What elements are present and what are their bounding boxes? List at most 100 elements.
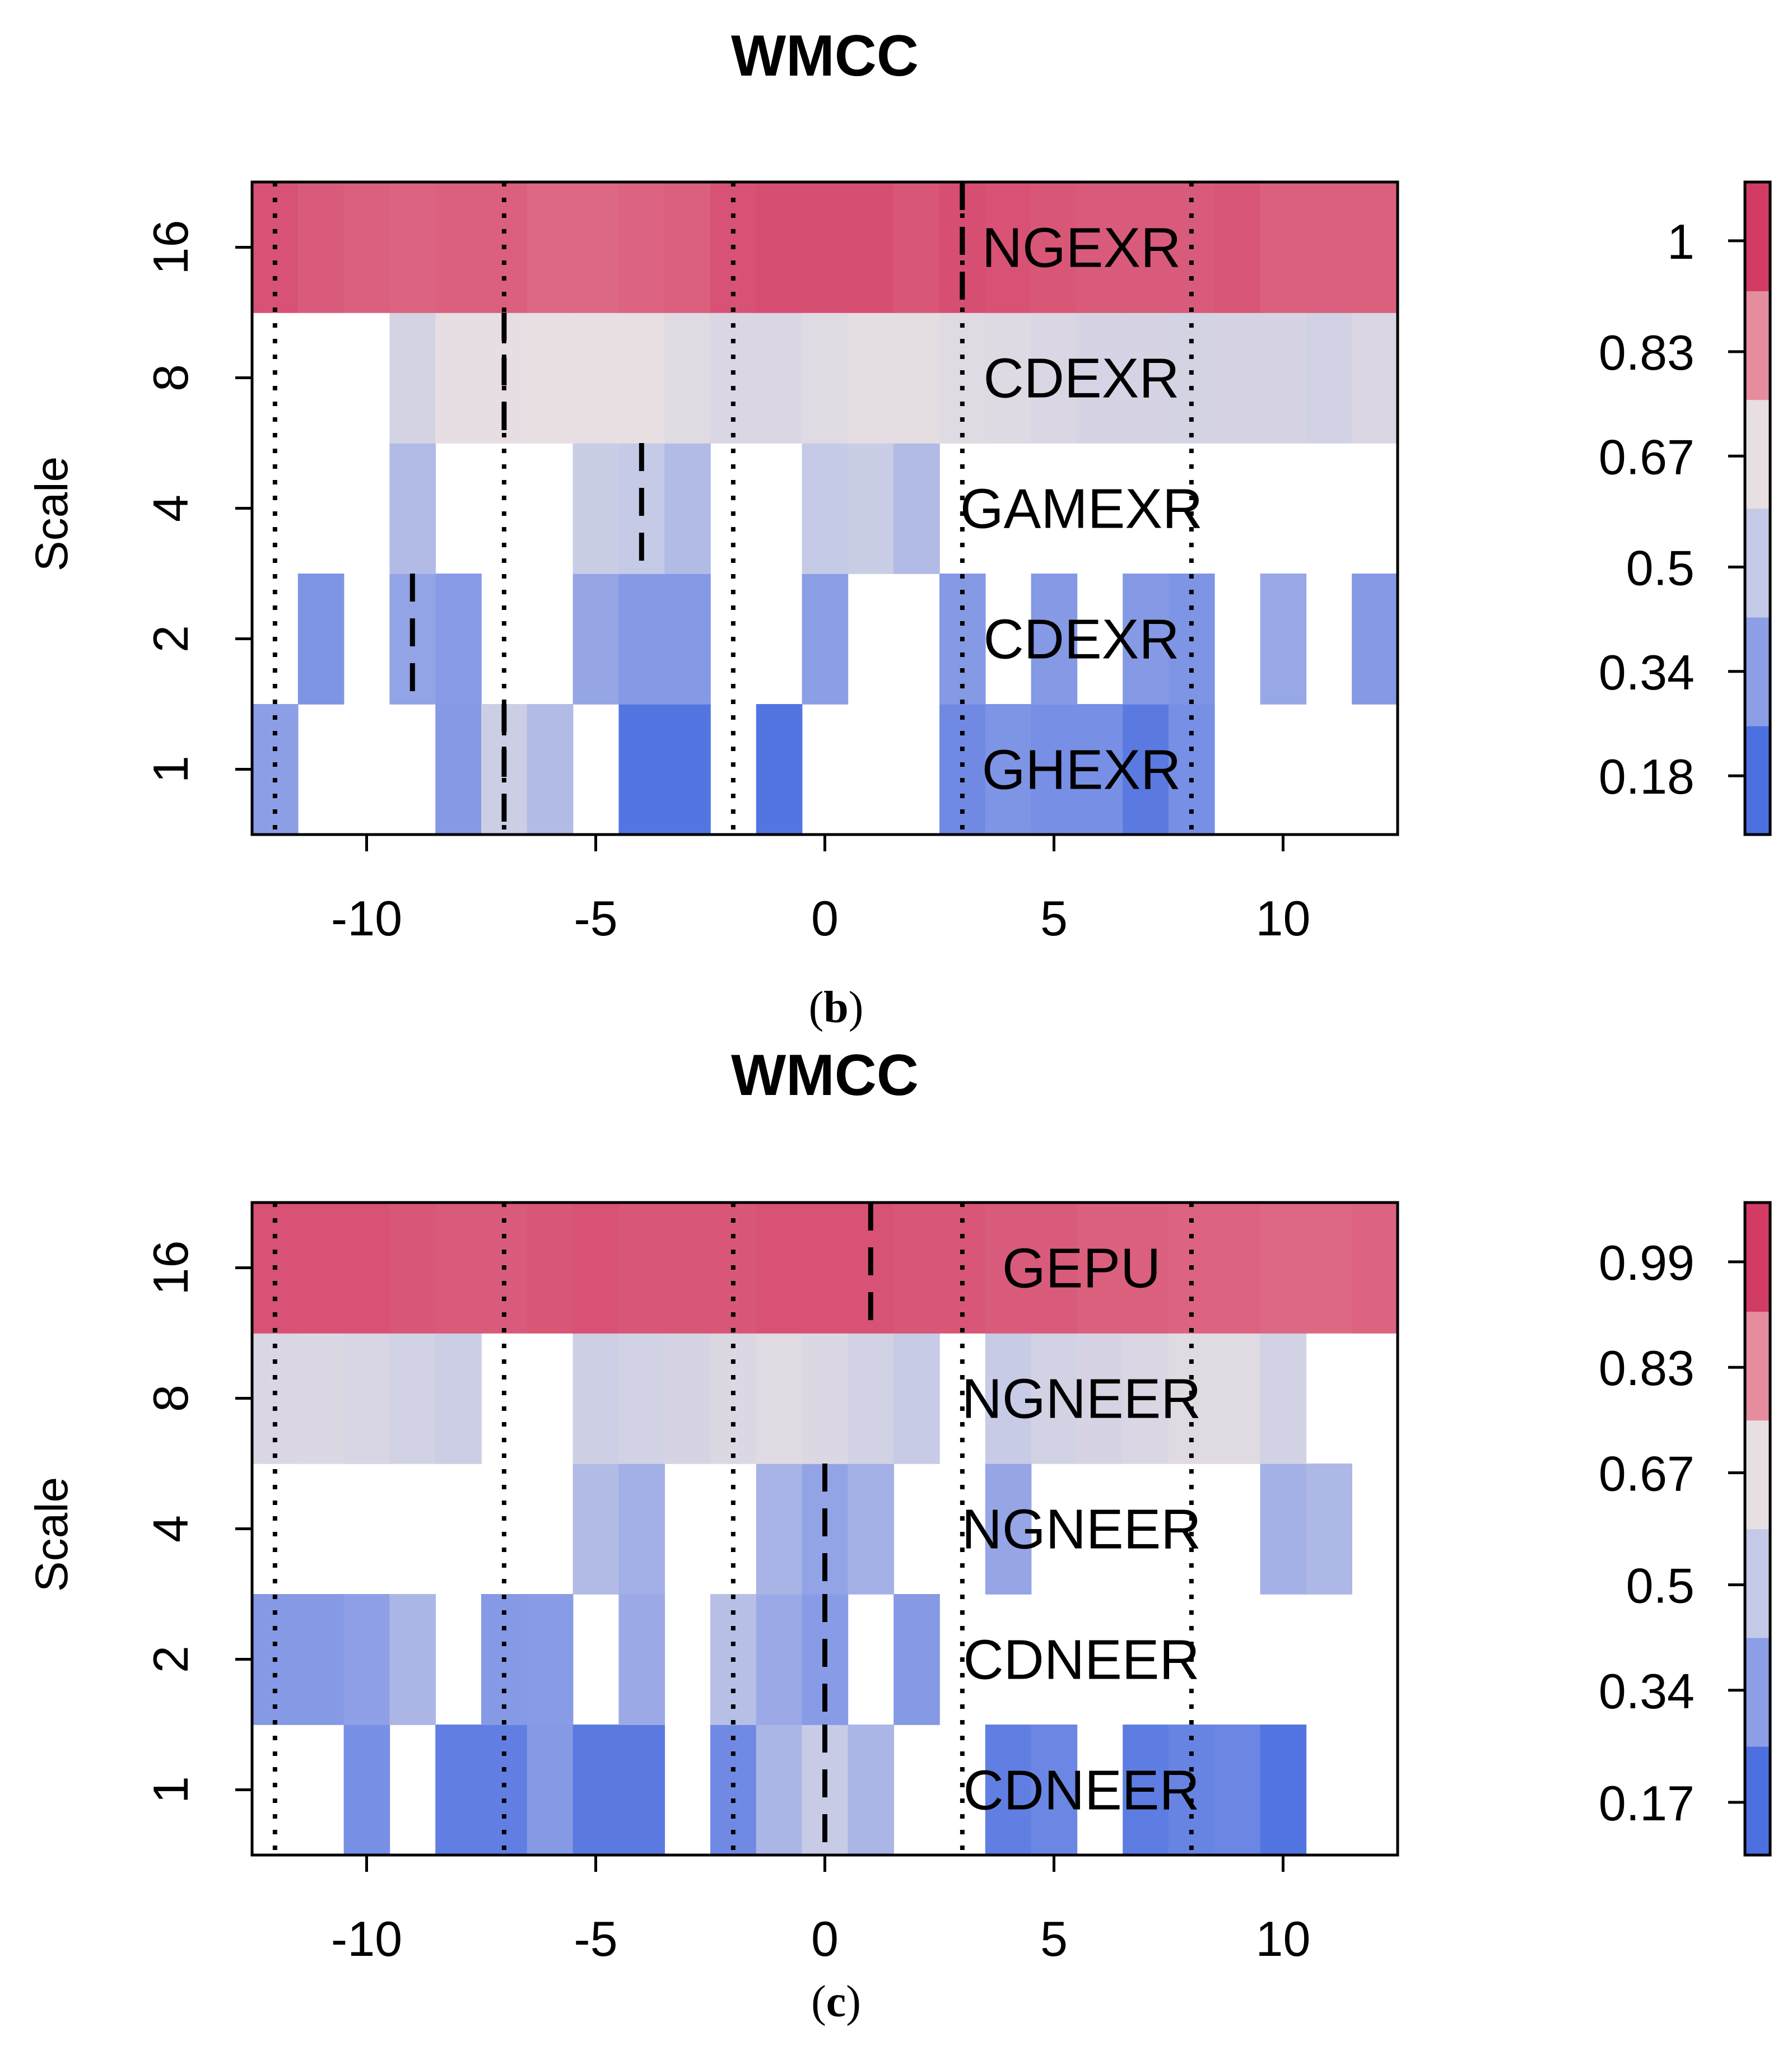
heatmap-cell xyxy=(1123,182,1169,313)
heatmap-cell xyxy=(389,1203,436,1334)
heatmap-cell xyxy=(297,1333,345,1464)
heatmap-cell xyxy=(1260,1203,1307,1334)
heatmap-cell xyxy=(252,1333,299,1464)
heatmap-cell xyxy=(389,182,436,313)
x-axis: -10 -5 0 5 10 xyxy=(331,835,1310,946)
heatmap-cell xyxy=(572,1464,620,1595)
heatmap-cell xyxy=(1031,704,1078,835)
colorbar-tick-label: 0.99 xyxy=(1599,1235,1695,1290)
heatmap-cell xyxy=(1214,1203,1261,1334)
colorbar-swatch xyxy=(1745,1203,1770,1312)
heatmap-cell xyxy=(1031,1725,1078,1856)
colorbar-swatch xyxy=(1745,1311,1770,1421)
heatmap-cell xyxy=(343,1594,390,1725)
heatmap-cell xyxy=(527,1594,574,1725)
heatmap-cell xyxy=(618,704,665,835)
heatmap-cell xyxy=(1352,182,1398,313)
heatmap-cell xyxy=(618,574,665,705)
heatmap-cell xyxy=(1352,313,1398,444)
heatmap-cell xyxy=(1077,704,1123,835)
heatmap-cell xyxy=(527,182,574,313)
heatmap-cell xyxy=(1260,313,1307,444)
colorbar-swatch xyxy=(1745,1529,1770,1638)
heatmap-cell xyxy=(1031,1203,1078,1334)
series-label: CDNEER xyxy=(963,1629,1199,1691)
panel-caption: (b) xyxy=(809,983,864,1032)
panel-caption: (c) xyxy=(811,1977,861,2026)
heatmap-cell xyxy=(1260,574,1307,705)
heatmap-cell xyxy=(802,1333,849,1464)
colorbar: 0.17 0.34 0.5 0.67 0.83 0.99 xyxy=(1599,1201,1772,1857)
heatmap-cell xyxy=(985,1203,1032,1334)
y-tick-label: 4 xyxy=(143,495,198,522)
heatmap-cell xyxy=(1306,1464,1352,1595)
heatmap-cell xyxy=(939,704,986,835)
x-axis: -10 -5 0 5 10 xyxy=(331,1855,1310,1967)
series-label: CDEXR xyxy=(984,347,1180,410)
y-axis: 1 2 4 8 16 xyxy=(143,1241,252,1804)
colorbar-swatch xyxy=(1745,725,1770,835)
heatmap-cell xyxy=(985,704,1032,835)
heatmap-cell xyxy=(664,1333,711,1464)
colorbar-swatch xyxy=(1745,508,1770,618)
colorbar-tick-label: 0.83 xyxy=(1599,1340,1695,1396)
heatmap-cell xyxy=(1077,1333,1123,1464)
heatmap-cell xyxy=(893,313,940,444)
heatmap-cell xyxy=(756,1594,803,1725)
heatmap-cell xyxy=(343,1725,390,1856)
heatmap-cell xyxy=(985,1333,1032,1464)
colorbar-tick-label: 0.34 xyxy=(1599,1663,1695,1719)
caption-letter: c xyxy=(826,1977,846,2026)
heatmap-cell xyxy=(664,1203,711,1334)
colorbar-tick-label: 0.5 xyxy=(1626,540,1695,595)
heatmap-cell xyxy=(1260,1333,1307,1464)
heatmap-cell xyxy=(802,574,849,705)
colorbar-tick-label: 0.17 xyxy=(1599,1776,1695,1831)
x-tick-label: 0 xyxy=(811,891,839,946)
y-axis-label: Scale xyxy=(26,456,77,571)
colorbar-tick-label: 0.83 xyxy=(1599,325,1695,380)
heatmap-cell xyxy=(1260,182,1307,313)
heatmap-cell xyxy=(664,313,711,444)
heatmap-cell xyxy=(1123,313,1169,444)
y-tick-label: 4 xyxy=(143,1515,198,1543)
heatmap-cell xyxy=(1306,1203,1352,1334)
heatmap-cell xyxy=(985,182,1032,313)
series-label: CDNEER xyxy=(963,1759,1199,1822)
x-tick-label: -10 xyxy=(331,1911,402,1967)
heatmap-cell xyxy=(527,313,574,444)
heatmap-cell xyxy=(985,313,1032,444)
y-tick-label: 8 xyxy=(143,364,198,392)
heatmap-cell xyxy=(1123,704,1169,835)
heatmap-cell xyxy=(756,313,803,444)
heatmap-cell xyxy=(343,1333,390,1464)
heatmap-cells xyxy=(252,1203,1398,1856)
y-tick-label: 8 xyxy=(143,1385,198,1412)
colorbar-swatch xyxy=(1745,1637,1770,1747)
y-tick-label: 2 xyxy=(143,1646,198,1673)
heatmap-cell xyxy=(435,313,482,444)
x-tick-label: -5 xyxy=(574,891,617,946)
heatmap-cell xyxy=(343,182,390,313)
colorbar-tick-label: 1 xyxy=(1667,214,1695,269)
heatmap-cell xyxy=(572,574,620,705)
colorbar-swatch xyxy=(1745,617,1770,726)
heatmap-cell xyxy=(848,182,894,313)
heatmap-cell xyxy=(802,443,849,574)
heatmap-cell xyxy=(572,182,620,313)
heatmap-cell xyxy=(802,182,849,313)
colorbar-tick-label: 0.18 xyxy=(1599,749,1695,804)
heatmap-cell xyxy=(572,1203,620,1334)
heatmap-cell xyxy=(985,1725,1032,1856)
heatmap-cell xyxy=(1031,574,1078,705)
heatmap-cell xyxy=(527,1203,574,1334)
heatmap-cell xyxy=(848,1333,894,1464)
chart-title: WMCC xyxy=(731,24,919,88)
heatmap-cell xyxy=(1260,1464,1307,1595)
heatmap-cell xyxy=(1214,1333,1261,1464)
heatmap-cell xyxy=(710,1333,757,1464)
heatmap-cell xyxy=(435,574,482,705)
heatmap-cell xyxy=(618,182,665,313)
